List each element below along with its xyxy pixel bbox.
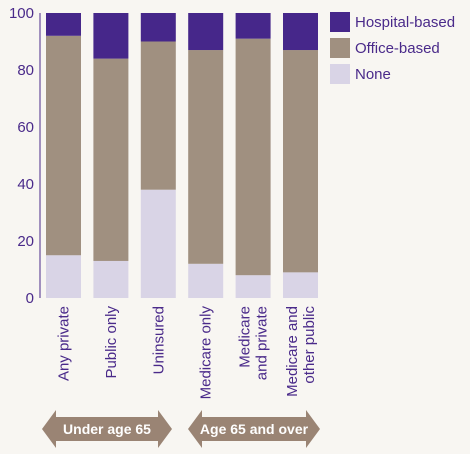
legend-label-none: None xyxy=(355,66,391,83)
y-tick-label: 60 xyxy=(17,119,34,136)
bar-none-medicare-and-other-public xyxy=(283,272,318,298)
legend-label-hospital-based: Hospital-based xyxy=(355,14,455,31)
group-label-under-age-65: Under age 65 xyxy=(63,421,151,437)
group-label-age-65-and-over: Age 65 and over xyxy=(200,421,309,437)
y-tick-label: 20 xyxy=(17,233,34,250)
bar-office-based-public-only xyxy=(93,58,129,261)
bar-none-any-private xyxy=(46,255,81,298)
y-tick-label: 0 xyxy=(26,290,34,307)
group-arrow-under-age-65 xyxy=(42,410,172,448)
x-tick-label-any-private: Any private xyxy=(56,306,73,381)
bar-hospital-based-medicare-only xyxy=(188,13,224,51)
y-tick-label: 40 xyxy=(17,176,34,193)
legend-swatch-none xyxy=(330,64,350,84)
y-tick-label: 80 xyxy=(17,62,34,79)
bar-office-based-uninsured xyxy=(140,41,176,190)
bar-none-medicare-only xyxy=(188,263,224,298)
bar-office-based-medicare-and-private xyxy=(235,38,271,276)
bar-hospital-based-medicare-and-other-public xyxy=(283,13,318,51)
legend-swatch-hospital-based xyxy=(330,12,350,32)
bar-hospital-based-any-private xyxy=(46,13,81,36)
bar-hospital-based-public-only xyxy=(93,13,129,59)
legend-label-office-based: Office-based xyxy=(355,40,440,57)
y-tick-label: 100 xyxy=(9,5,34,22)
x-tick-label-public-only: Public only xyxy=(103,306,120,379)
bar-none-uninsured xyxy=(140,189,176,298)
x-tick-label-medicare-and-other-public: Medicare andother public xyxy=(284,306,318,397)
x-tick-label-medicare-only: Medicare only xyxy=(198,306,215,400)
bar-office-based-medicare-only xyxy=(188,50,224,264)
legend-swatch-office-based xyxy=(330,38,350,58)
bar-none-medicare-and-private xyxy=(235,275,271,298)
bar-hospital-based-uninsured xyxy=(140,13,176,42)
group-arrow-age-65-and-over xyxy=(188,410,320,448)
bar-hospital-based-medicare-and-private xyxy=(235,13,271,39)
x-tick-label-uninsured: Uninsured xyxy=(150,306,167,374)
x-tick-label-medicare-and-private: Medicareand private xyxy=(237,306,271,380)
bar-none-public-only xyxy=(93,260,129,298)
bar-office-based-any-private xyxy=(46,35,81,256)
bar-office-based-medicare-and-other-public xyxy=(283,50,318,273)
